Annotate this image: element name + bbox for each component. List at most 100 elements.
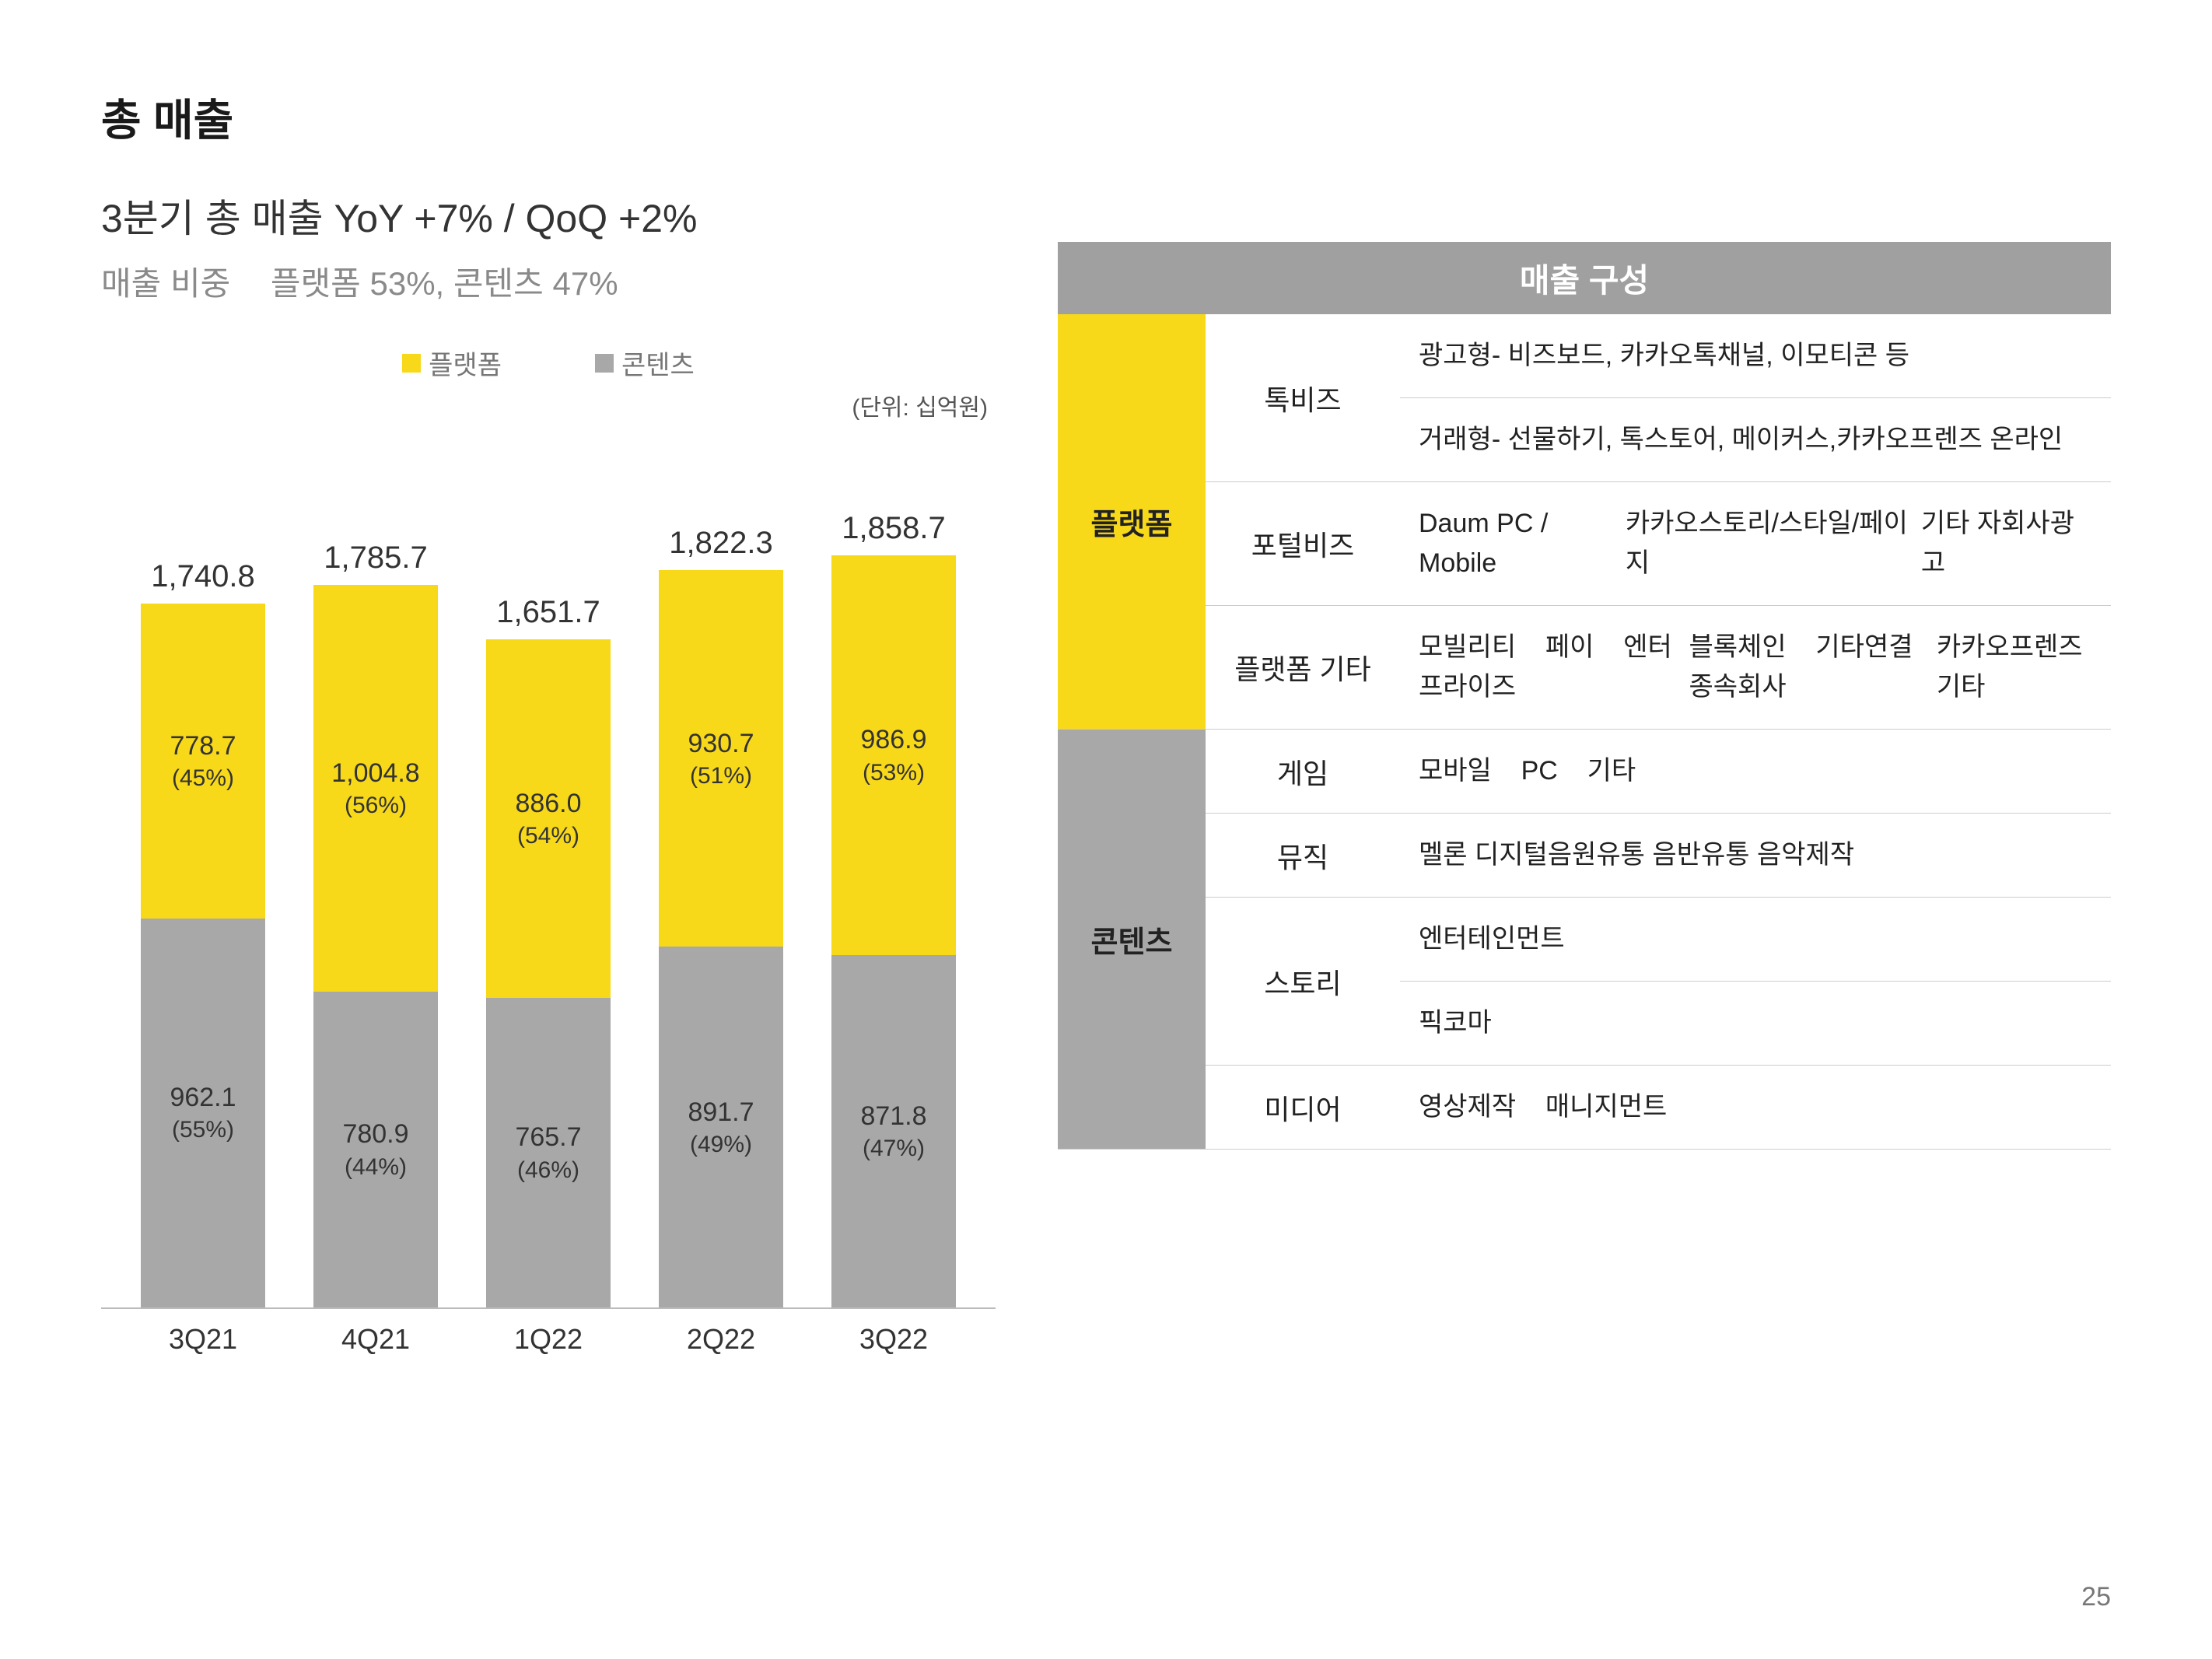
- seg-value: 986.9: [860, 723, 926, 757]
- bar-seg-content: 871.8(47%): [831, 955, 956, 1307]
- seg-value: 871.8: [860, 1099, 926, 1133]
- legend-content: 콘텐츠: [595, 344, 695, 382]
- cell: 픽코마: [1400, 982, 2111, 1065]
- seg-value: 930.7: [688, 726, 754, 761]
- seg-pct: (49%): [690, 1129, 752, 1160]
- cell: 모바일 PC 기타: [1400, 730, 2111, 813]
- legend-label-content: 콘텐츠: [621, 344, 695, 382]
- row-label: 톡비즈: [1206, 314, 1400, 481]
- seg-value: 886.0: [515, 786, 581, 821]
- row-cells: 멜론 디지털음원유통 음반유통 음악제작: [1400, 814, 2111, 897]
- row-cells: 광고형- 비즈보드, 카카오톡채널, 이모티콘 등거래형- 선물하기, 톡스토어…: [1400, 314, 2111, 481]
- cell: 엔터테인먼트: [1400, 898, 2111, 982]
- table-row: 뮤직멜론 디지털음원유통 음반유통 음악제작: [1206, 814, 2111, 898]
- x-label: 4Q21: [289, 1323, 462, 1356]
- row-label: 미디어: [1206, 1066, 1400, 1149]
- seg-value: 780.9: [342, 1117, 408, 1151]
- table-row: 톡비즈광고형- 비즈보드, 카카오톡채널, 이모티콘 등거래형- 선물하기, 톡…: [1206, 314, 2111, 482]
- stacked-bar-chart: 1,740.8778.7(45%)962.1(55%)1,785.71,004.…: [101, 453, 996, 1309]
- seg-pct: (53%): [863, 758, 925, 788]
- bar-seg-platform: 986.9(53%): [831, 555, 956, 954]
- cell: 멜론 디지털음원유통 음반유통 음악제작: [1400, 814, 2111, 897]
- seg-pct: (51%): [690, 761, 752, 791]
- share-label: 매출 비중: [101, 265, 230, 302]
- x-axis: 3Q214Q211Q222Q223Q22: [101, 1309, 996, 1356]
- cell: 영상제작 매니지먼트: [1400, 1066, 2111, 1149]
- row-cells: 영상제작 매니지먼트: [1400, 1066, 2111, 1149]
- legend-platform: 플랫폼: [402, 344, 502, 382]
- x-label: 3Q22: [807, 1323, 980, 1356]
- row-label: 뮤직: [1206, 814, 1400, 897]
- bar-seg-content: 765.7(46%): [486, 998, 611, 1307]
- row-cells: 엔터테인먼트픽코마: [1400, 898, 2111, 1065]
- composition-section: 플랫폼톡비즈광고형- 비즈보드, 카카오톡채널, 이모티콘 등거래형- 선물하기…: [1058, 314, 2111, 730]
- row-label: 스토리: [1206, 898, 1400, 1065]
- page-title: 총 매출: [101, 86, 2111, 149]
- table-row: 게임모바일 PC 기타: [1206, 730, 2111, 814]
- chart-unit: (단위: 십억원): [101, 388, 996, 422]
- section-label: 플랫폼: [1058, 314, 1206, 730]
- left-column: 3분기 총 매출 YoY +7% / QoQ +2% 매출 비중 플랫폼 53%…: [101, 187, 996, 1356]
- bar-seg-platform: 886.0(54%): [486, 639, 611, 998]
- legend-label-platform: 플랫폼: [429, 344, 502, 382]
- bar-group: 1,740.8778.7(45%)962.1(55%): [117, 559, 289, 1307]
- table-row: 플랫폼 기타모빌리티 페이 엔터프라이즈블록체인 기타연결종속회사카카오프렌즈 …: [1206, 606, 2111, 730]
- bar-seg-platform: 930.7(51%): [659, 570, 783, 947]
- table-row: 미디어영상제작 매니지먼트: [1206, 1066, 2111, 1150]
- right-column: 매출 구성 플랫폼톡비즈광고형- 비즈보드, 카카오톡채널, 이모티콘 등거래형…: [1058, 187, 2111, 1356]
- section-body: 게임모바일 PC 기타뮤직멜론 디지털음원유통 음반유통 음악제작스토리엔터테인…: [1206, 730, 2111, 1150]
- seg-value: 891.7: [688, 1095, 754, 1129]
- bar-seg-content: 962.1(55%): [141, 919, 265, 1307]
- share-line: 매출 비중 플랫폼 53%, 콘텐츠 47%: [101, 257, 996, 305]
- bar: 1,004.8(56%)780.9(44%): [313, 585, 438, 1307]
- seg-pct: (44%): [345, 1152, 407, 1182]
- bar-total: 1,858.7: [842, 511, 945, 546]
- legend-swatch-platform: [402, 354, 421, 373]
- bar-seg-content: 780.9(44%): [313, 992, 438, 1307]
- bar: 986.9(53%)871.8(47%): [831, 555, 956, 1307]
- bar-group: 1,785.71,004.8(56%)780.9(44%): [289, 541, 462, 1307]
- section-body: 톡비즈광고형- 비즈보드, 카카오톡채널, 이모티콘 등거래형- 선물하기, 톡…: [1206, 314, 2111, 730]
- row-label: 플랫폼 기타: [1206, 606, 1400, 729]
- row-cells: Daum PC / Mobile카카오스토리/스타일/페이지기타 자회사광고: [1400, 482, 2111, 605]
- bar-total: 1,651.7: [496, 595, 600, 630]
- bar: 930.7(51%)891.7(49%): [659, 570, 783, 1307]
- cell: 모빌리티 페이 엔터프라이즈블록체인 기타연결종속회사카카오프렌즈 기타: [1400, 606, 2111, 729]
- composition-table: 플랫폼톡비즈광고형- 비즈보드, 카카오톡채널, 이모티콘 등거래형- 선물하기…: [1058, 314, 2111, 1150]
- row-cells: 모바일 PC 기타: [1400, 730, 2111, 813]
- seg-value: 778.7: [170, 729, 236, 763]
- bar-seg-content: 891.7(49%): [659, 947, 783, 1307]
- table-row: 포털비즈Daum PC / Mobile카카오스토리/스타일/페이지기타 자회사…: [1206, 482, 2111, 606]
- table-row: 스토리엔터테인먼트픽코마: [1206, 898, 2111, 1066]
- share-text: 플랫폼 53%, 콘텐츠 47%: [271, 265, 618, 302]
- bar-group: 1,651.7886.0(54%)765.7(46%): [462, 595, 635, 1307]
- bar-total: 1,740.8: [151, 559, 254, 594]
- row-label: 포털비즈: [1206, 482, 1400, 605]
- row-cells: 모빌리티 페이 엔터프라이즈블록체인 기타연결종속회사카카오프렌즈 기타: [1400, 606, 2111, 729]
- chart-legend: 플랫폼 콘텐츠: [101, 344, 996, 382]
- seg-pct: (56%): [345, 790, 407, 821]
- x-label: 1Q22: [462, 1323, 635, 1356]
- legend-swatch-content: [595, 354, 614, 373]
- section-label: 콘텐츠: [1058, 730, 1206, 1150]
- bar-group: 1,822.3930.7(51%)891.7(49%): [635, 526, 807, 1307]
- bar-seg-platform: 1,004.8(56%): [313, 585, 438, 991]
- seg-pct: (54%): [517, 821, 579, 851]
- cell: 광고형- 비즈보드, 카카오톡채널, 이모티콘 등: [1400, 314, 2111, 398]
- seg-pct: (46%): [517, 1155, 579, 1185]
- bar-total: 1,822.3: [669, 526, 772, 561]
- x-label: 3Q21: [117, 1323, 289, 1356]
- bar-total: 1,785.7: [324, 541, 427, 576]
- subtitle: 3분기 총 매출 YoY +7% / QoQ +2%: [101, 187, 996, 243]
- seg-value: 765.7: [515, 1120, 581, 1154]
- bar: 778.7(45%)962.1(55%): [141, 604, 265, 1307]
- composition-title: 매출 구성: [1058, 242, 2111, 314]
- seg-value: 1,004.8: [331, 756, 419, 790]
- seg-pct: (47%): [863, 1133, 925, 1164]
- seg-pct: (45%): [172, 763, 234, 793]
- cell: Daum PC / Mobile카카오스토리/스타일/페이지기타 자회사광고: [1400, 482, 2111, 605]
- bar: 886.0(54%)765.7(46%): [486, 639, 611, 1307]
- row-label: 게임: [1206, 730, 1400, 813]
- cell: 거래형- 선물하기, 톡스토어, 메이커스,카카오프렌즈 온라인: [1400, 398, 2111, 481]
- bar-seg-platform: 778.7(45%): [141, 604, 265, 919]
